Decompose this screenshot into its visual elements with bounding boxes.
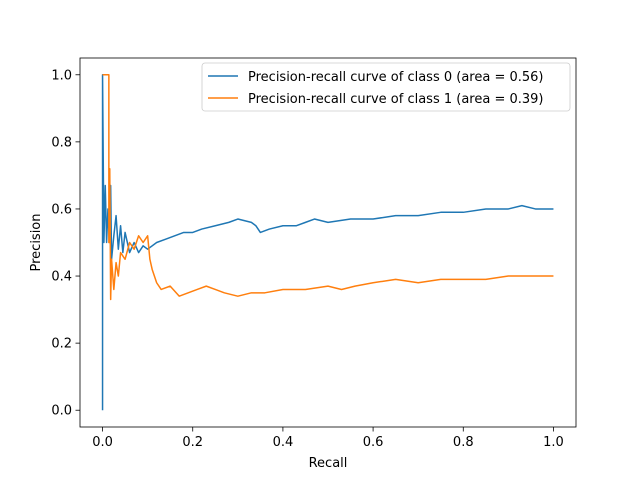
y-axis-label: Precision <box>29 213 44 271</box>
x-tick-label: 0.0 <box>92 435 113 450</box>
x-tick-label: 0.6 <box>363 435 384 450</box>
legend-entry-class-0: Precision-recall curve of class 0 (area … <box>248 70 543 85</box>
x-tick-label: 0.8 <box>453 435 474 450</box>
axes-frame <box>79 57 577 428</box>
legend-box <box>201 62 571 112</box>
y-tick-label: 0.8 <box>51 135 72 150</box>
x-axis-label: Recall <box>309 456 348 471</box>
y-tick-label: 1.0 <box>51 68 72 83</box>
x-tick-label: 1.0 <box>543 435 564 450</box>
series-line-class-1 <box>102 74 554 301</box>
x-tick-label: 0.2 <box>182 435 203 450</box>
y-tick-label: 0.6 <box>51 202 72 217</box>
legend-entry-class-1: Precision-recall curve of class 1 (area … <box>248 92 543 107</box>
x-tick-label: 0.4 <box>273 435 294 450</box>
legend: Precision-recall curve of class 0 (area … <box>201 62 571 112</box>
y-tick-label: 0.4 <box>51 270 72 285</box>
y-tick-label: 0.0 <box>51 404 72 419</box>
axes-layer: 0.0 0.2 0.4 0.6 0.8 1.0 0.0 0.2 0.4 0.6 0.8 1.0 <box>51 57 577 450</box>
series-layer <box>101 74 554 411</box>
y-tick-label: 0.2 <box>51 337 72 352</box>
